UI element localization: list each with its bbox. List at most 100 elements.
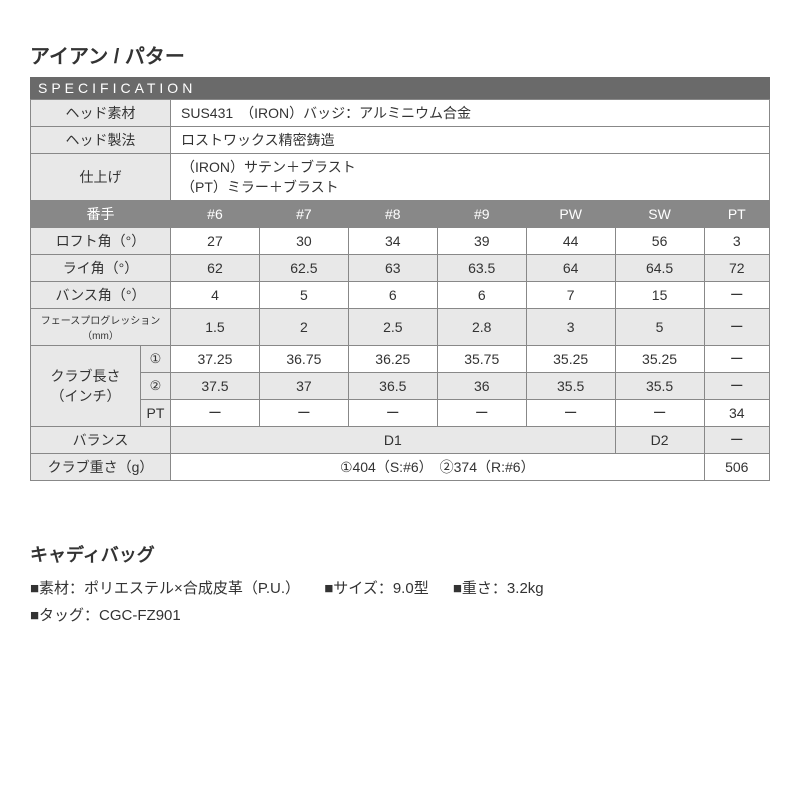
info-value: ロストワックス精密鋳造	[171, 127, 770, 154]
section-title: アイアン / パター	[30, 40, 770, 69]
cell: 34	[348, 228, 437, 255]
info-label: ヘッド素材	[31, 100, 171, 127]
cell: 15	[615, 282, 704, 309]
cell: 63.5	[437, 255, 526, 282]
col-header: 番手	[31, 201, 171, 228]
row-label: クラブ重さ（g）	[31, 454, 171, 481]
data-row: ロフト角（°） 27 30 34 39 44 56 3	[31, 228, 770, 255]
row-label: クラブ長さ （インチ）	[31, 346, 141, 427]
cell: ー	[704, 346, 769, 373]
sub-label: ②	[141, 373, 171, 400]
data-row: PT ー ー ー ー ー ー 34	[31, 400, 770, 427]
cell: D2	[615, 427, 704, 454]
data-row: クラブ重さ（g） ①404（S:#6） ②374（R:#6） 506	[31, 454, 770, 481]
info-row: 仕上げ （IRON）サテン＋ブラスト （PT）ミラー＋ブラスト	[31, 154, 770, 201]
cell: 34	[704, 400, 769, 427]
cell: ー	[615, 400, 704, 427]
sub-label: ①	[141, 346, 171, 373]
col-header: #6	[171, 201, 260, 228]
cell: 56	[615, 228, 704, 255]
cell: 2.5	[348, 309, 437, 346]
data-row: フェースプログレッション（mm） 1.5 2 2.5 2.8 3 5 ー	[31, 309, 770, 346]
cell: 37.5	[171, 373, 260, 400]
col-header: PW	[526, 201, 615, 228]
col-header: #8	[348, 201, 437, 228]
cell: 3	[526, 309, 615, 346]
spec-header: SPECIFICATION	[30, 77, 770, 99]
spec-table: ヘッド素材 SUS431 （IRON）バッジ：アルミニウム合金 ヘッド製法 ロス…	[30, 99, 770, 481]
data-row: クラブ長さ （インチ） ① 37.25 36.75 36.25 35.75 35…	[31, 346, 770, 373]
row-label: ロフト角（°）	[31, 228, 171, 255]
sub-label: PT	[141, 400, 171, 427]
data-row: バランス D1 D2 ー	[31, 427, 770, 454]
cell: 30	[259, 228, 348, 255]
col-header: #9	[437, 201, 526, 228]
row-label: バンス角（°）	[31, 282, 171, 309]
cell: 44	[526, 228, 615, 255]
cell: 64	[526, 255, 615, 282]
col-header: PT	[704, 201, 769, 228]
row-label: フェースプログレッション（mm）	[31, 309, 171, 346]
cell: ー	[704, 373, 769, 400]
info-value: SUS431 （IRON）バッジ：アルミニウム合金	[171, 100, 770, 127]
bag-specs: ■素材：ポリエステル×合成皮革（P.U.） ■サイズ：9.0型 ■重さ：3.2k…	[30, 575, 770, 629]
cell: 35.5	[526, 373, 615, 400]
info-label: 仕上げ	[31, 154, 171, 201]
cell: 4	[171, 282, 260, 309]
cell: 37	[259, 373, 348, 400]
bag-item: ■重さ：3.2kg	[453, 580, 544, 597]
col-header: SW	[615, 201, 704, 228]
row-label: ライ角（°）	[31, 255, 171, 282]
info-row: ヘッド製法 ロストワックス精密鋳造	[31, 127, 770, 154]
cell: 5	[259, 282, 348, 309]
cell: 5	[615, 309, 704, 346]
cell: 35.25	[615, 346, 704, 373]
info-row: ヘッド素材 SUS431 （IRON）バッジ：アルミニウム合金	[31, 100, 770, 127]
bag-item: ■素材：ポリエステル×合成皮革（P.U.）	[30, 580, 300, 597]
data-row: ライ角（°） 62 62.5 63 63.5 64 64.5 72	[31, 255, 770, 282]
col-header: #7	[259, 201, 348, 228]
cell: ー	[704, 309, 769, 346]
cell: 64.5	[615, 255, 704, 282]
club-header-row: 番手 #6 #7 #8 #9 PW SW PT	[31, 201, 770, 228]
cell: ー	[437, 400, 526, 427]
info-label: ヘッド製法	[31, 127, 171, 154]
cell: ー	[259, 400, 348, 427]
cell: D1	[171, 427, 616, 454]
cell: 35.25	[526, 346, 615, 373]
cell: 2	[259, 309, 348, 346]
cell: 3	[704, 228, 769, 255]
cell: 2.8	[437, 309, 526, 346]
cell: 36	[437, 373, 526, 400]
cell: 62	[171, 255, 260, 282]
bag-item: ■サイズ：9.0型	[324, 580, 428, 597]
cell: ー	[526, 400, 615, 427]
cell: 35.75	[437, 346, 526, 373]
cell: 6	[437, 282, 526, 309]
cell: 36.5	[348, 373, 437, 400]
cell: 36.75	[259, 346, 348, 373]
row-label: バランス	[31, 427, 171, 454]
cell: 63	[348, 255, 437, 282]
cell: ー	[704, 427, 769, 454]
cell: 7	[526, 282, 615, 309]
cell: 35.5	[615, 373, 704, 400]
info-value: （IRON）サテン＋ブラスト （PT）ミラー＋ブラスト	[171, 154, 770, 201]
cell: 62.5	[259, 255, 348, 282]
cell: ー	[171, 400, 260, 427]
cell: 1.5	[171, 309, 260, 346]
cell: 36.25	[348, 346, 437, 373]
cell: 6	[348, 282, 437, 309]
cell: ー	[704, 282, 769, 309]
cell: ①404（S:#6） ②374（R:#6）	[171, 454, 705, 481]
cell: 72	[704, 255, 769, 282]
bag-item: ■タッグ：CGC-FZ901	[30, 607, 181, 624]
data-row: ② 37.5 37 36.5 36 35.5 35.5 ー	[31, 373, 770, 400]
cell: 27	[171, 228, 260, 255]
cell: 39	[437, 228, 526, 255]
data-row: バンス角（°） 4 5 6 6 7 15 ー	[31, 282, 770, 309]
cell: 506	[704, 454, 769, 481]
cell: 37.25	[171, 346, 260, 373]
cell: ー	[348, 400, 437, 427]
bag-title: キャディバッグ	[30, 541, 770, 567]
